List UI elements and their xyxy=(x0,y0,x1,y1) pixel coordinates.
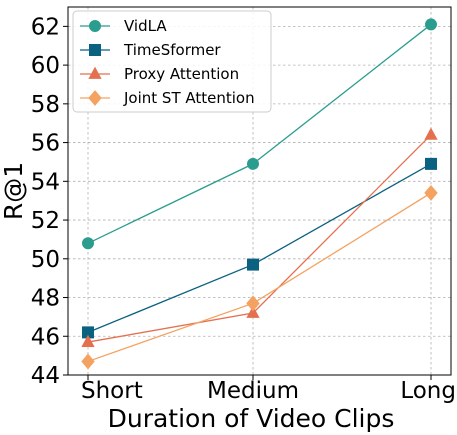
series-joint-st-attention xyxy=(81,185,438,370)
y-tick-label: 44 xyxy=(31,363,60,389)
legend-marker xyxy=(89,20,101,32)
y-axis-label: R@1 xyxy=(0,162,28,220)
legend-marker xyxy=(88,66,102,79)
data-point xyxy=(247,157,259,170)
data-point xyxy=(81,353,95,370)
y-tick-label: 50 xyxy=(31,247,60,273)
data-point xyxy=(81,334,95,347)
data-point xyxy=(246,305,260,318)
y-tick-label: 48 xyxy=(31,286,60,312)
y-tick-label: 60 xyxy=(31,53,60,79)
series-group xyxy=(81,18,438,370)
y-tick-label: 58 xyxy=(31,92,60,118)
legend-box xyxy=(72,10,272,113)
data-point xyxy=(82,237,94,250)
data-point xyxy=(424,185,438,201)
legend-label: Proxy Attention xyxy=(124,65,239,83)
legend-item: Joint ST Attention xyxy=(80,89,255,107)
legend-marker xyxy=(88,90,102,106)
legend-label: TimeSformer xyxy=(123,41,221,59)
y-tick-label: 46 xyxy=(31,324,60,350)
legend-item: TimeSformer xyxy=(80,41,221,59)
series-vidla xyxy=(82,18,437,250)
y-tick-label: 56 xyxy=(31,131,60,157)
y-axis: 44 46 48 50 52 54 56 58 60 62 xyxy=(31,14,68,389)
legend-label: Joint ST Attention xyxy=(123,89,255,107)
data-point xyxy=(246,295,260,312)
data-point xyxy=(425,18,437,31)
legend-marker xyxy=(89,44,101,56)
plot-frame xyxy=(67,6,452,376)
series-proxy-attention xyxy=(81,127,438,347)
series-timesformer xyxy=(82,157,437,339)
legend-item: VidLA xyxy=(80,17,167,35)
x-tick-label: Medium xyxy=(207,378,299,404)
y-tick-label: 62 xyxy=(31,14,60,40)
y-tick-label: 54 xyxy=(31,169,60,195)
legend-label: VidLA xyxy=(124,17,167,35)
x-axis: Short Medium Long xyxy=(81,375,456,404)
x-tick-label: Short xyxy=(81,378,143,404)
data-point xyxy=(424,127,438,140)
legend: VidLA TimeSformer Proxy Attention Joint ST … xyxy=(72,10,272,113)
x-axis-label: Duration of Video Clips xyxy=(108,404,395,433)
data-point xyxy=(247,258,259,271)
data-point xyxy=(425,157,437,170)
y-tick-label: 52 xyxy=(31,208,60,234)
x-tick-label: Long xyxy=(400,378,456,404)
legend-item: Proxy Attention xyxy=(80,65,239,83)
